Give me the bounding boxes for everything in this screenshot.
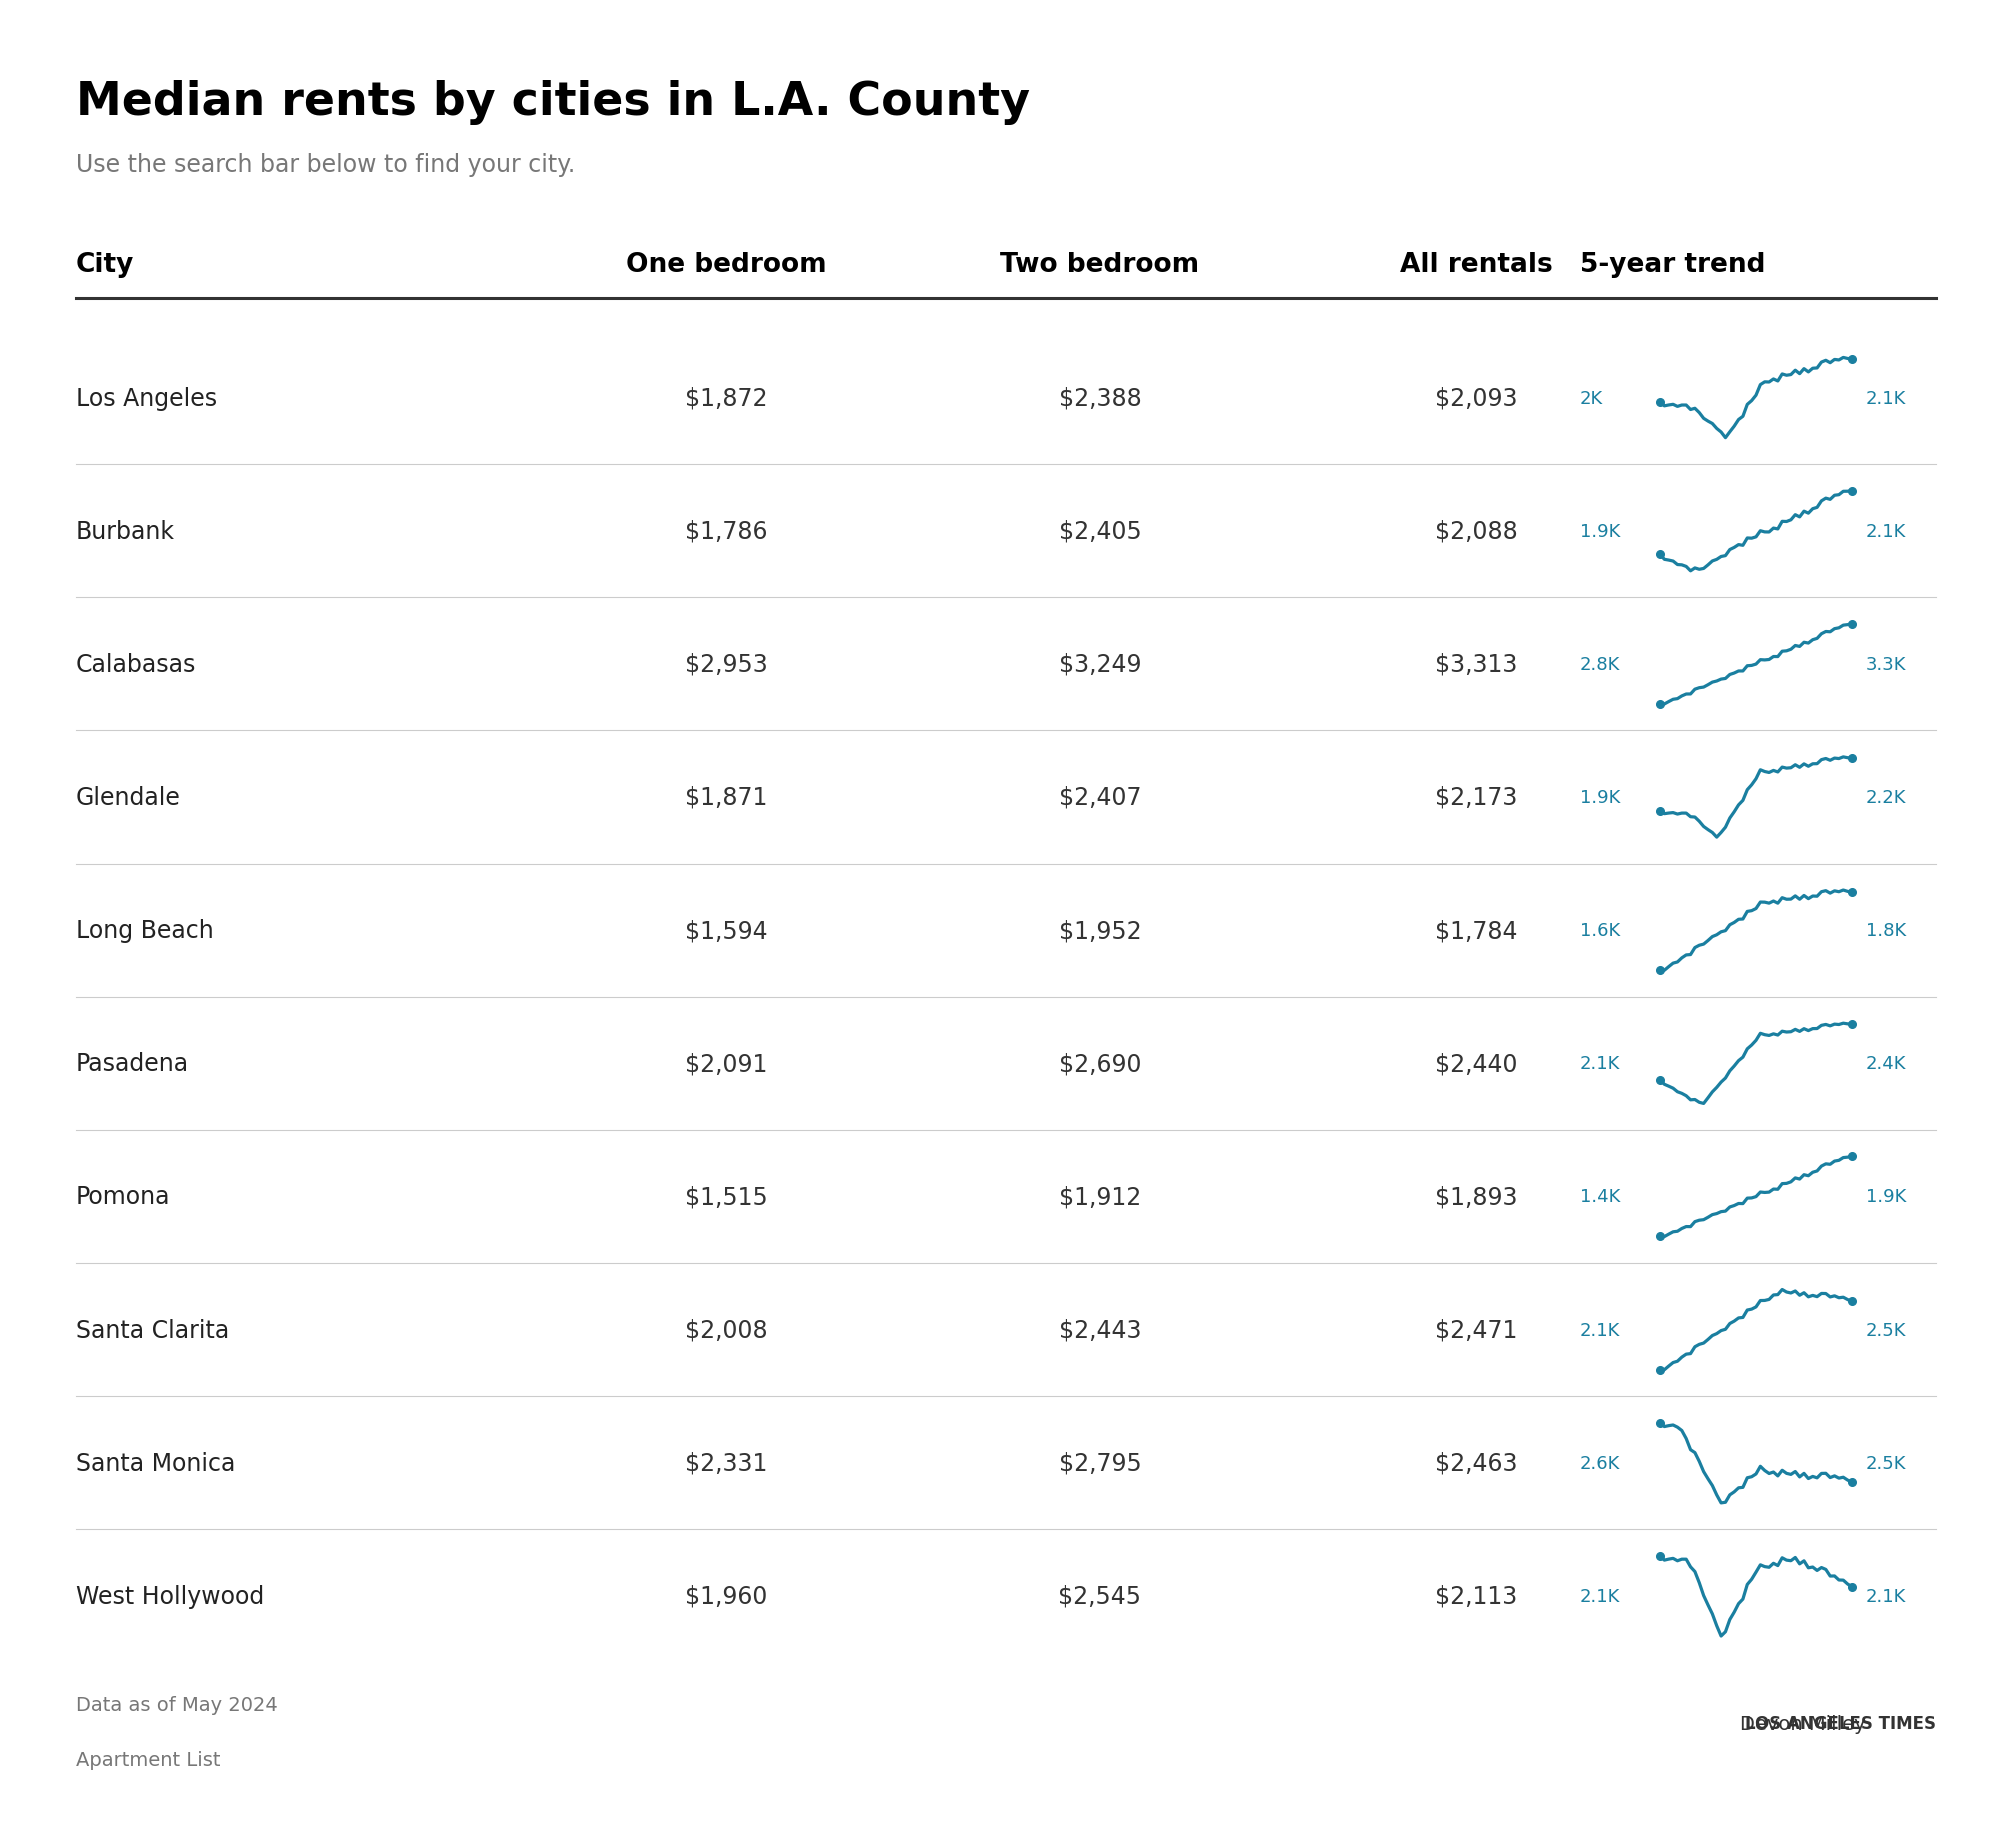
Text: 2.8K: 2.8K <box>1580 656 1620 673</box>
Text: 1.9K: 1.9K <box>1866 1189 1906 1205</box>
Text: $2,113: $2,113 <box>1434 1584 1518 1608</box>
Text: $2,443: $2,443 <box>1058 1318 1142 1342</box>
Text: West Hollywood: West Hollywood <box>76 1584 264 1608</box>
Text: $1,893: $1,893 <box>1434 1185 1518 1209</box>
Text: $3,249: $3,249 <box>1058 653 1142 676</box>
Text: $2,440: $2,440 <box>1434 1052 1518 1076</box>
Text: 2K: 2K <box>1580 390 1604 407</box>
Text: Calabasas: Calabasas <box>76 653 196 676</box>
Text: Santa Clarita: Santa Clarita <box>76 1318 230 1342</box>
Text: $1,515: $1,515 <box>684 1185 768 1209</box>
Text: $2,173: $2,173 <box>1434 786 1518 809</box>
Text: $2,093: $2,093 <box>1434 386 1518 410</box>
Text: 2.1K: 2.1K <box>1580 1056 1620 1072</box>
Text: $2,331: $2,331 <box>684 1451 768 1475</box>
Text: $1,952: $1,952 <box>1058 919 1142 942</box>
Text: $1,871: $1,871 <box>684 786 768 809</box>
Text: $2,463: $2,463 <box>1434 1451 1518 1475</box>
Text: 5-year trend: 5-year trend <box>1580 252 1766 277</box>
Text: $2,471: $2,471 <box>1434 1318 1518 1342</box>
Text: $2,953: $2,953 <box>684 653 768 676</box>
Text: 2.1K: 2.1K <box>1866 1588 1906 1604</box>
Text: $1,784: $1,784 <box>1434 919 1518 942</box>
Text: Devon Milley: Devon Milley <box>1740 1714 1866 1732</box>
Text: 1.4K: 1.4K <box>1580 1189 1620 1205</box>
Text: $2,407: $2,407 <box>1058 786 1142 809</box>
Text: 1.6K: 1.6K <box>1580 922 1620 939</box>
Text: $1,872: $1,872 <box>684 386 768 410</box>
Text: 3.3K: 3.3K <box>1866 656 1906 673</box>
Text: $2,008: $2,008 <box>684 1318 768 1342</box>
Text: All rentals: All rentals <box>1400 252 1552 277</box>
Text: Pomona: Pomona <box>76 1185 170 1209</box>
Text: LOS ANGELES TIMES: LOS ANGELES TIMES <box>1744 1714 1936 1732</box>
Text: Use the search bar below to find your city.: Use the search bar below to find your ci… <box>76 153 576 177</box>
Text: Los Angeles: Los Angeles <box>76 386 218 410</box>
Text: $1,960: $1,960 <box>684 1584 768 1608</box>
Text: Long Beach: Long Beach <box>76 919 214 942</box>
Text: 2.5K: 2.5K <box>1866 1322 1906 1338</box>
Text: 2.1K: 2.1K <box>1866 523 1906 540</box>
Text: $2,388: $2,388 <box>1058 386 1142 410</box>
Text: 2.4K: 2.4K <box>1866 1056 1906 1072</box>
Text: 2.5K: 2.5K <box>1866 1455 1906 1471</box>
Text: $2,088: $2,088 <box>1434 520 1518 543</box>
Text: Glendale: Glendale <box>76 786 180 809</box>
Text: $1,786: $1,786 <box>684 520 768 543</box>
Text: Data as of May 2024: Data as of May 2024 <box>76 1695 278 1714</box>
Text: $3,313: $3,313 <box>1434 653 1518 676</box>
Text: $2,690: $2,690 <box>1058 1052 1142 1076</box>
Text: 2.1K: 2.1K <box>1580 1588 1620 1604</box>
Text: $2,795: $2,795 <box>1058 1451 1142 1475</box>
Text: 2.1K: 2.1K <box>1580 1322 1620 1338</box>
Text: Apartment List: Apartment List <box>76 1750 220 1768</box>
Text: Median rents by cities in L.A. County: Median rents by cities in L.A. County <box>76 80 1030 126</box>
Text: 1.9K: 1.9K <box>1580 789 1620 806</box>
Text: 1.9K: 1.9K <box>1580 523 1620 540</box>
Text: Santa Monica: Santa Monica <box>76 1451 236 1475</box>
Text: City: City <box>76 252 134 277</box>
Text: 1.8K: 1.8K <box>1866 922 1906 939</box>
Text: 2.1K: 2.1K <box>1866 390 1906 407</box>
Text: Pasadena: Pasadena <box>76 1052 190 1076</box>
Text: Two bedroom: Two bedroom <box>1000 252 1200 277</box>
Text: $2,405: $2,405 <box>1058 520 1142 543</box>
Text: Burbank: Burbank <box>76 520 176 543</box>
Text: One bedroom: One bedroom <box>626 252 826 277</box>
Text: $1,594: $1,594 <box>684 919 768 942</box>
Text: 2.6K: 2.6K <box>1580 1455 1620 1471</box>
Text: $2,091: $2,091 <box>684 1052 768 1076</box>
Text: 2.2K: 2.2K <box>1866 789 1906 806</box>
Text: $2,545: $2,545 <box>1058 1584 1142 1608</box>
Text: $1,912: $1,912 <box>1058 1185 1142 1209</box>
